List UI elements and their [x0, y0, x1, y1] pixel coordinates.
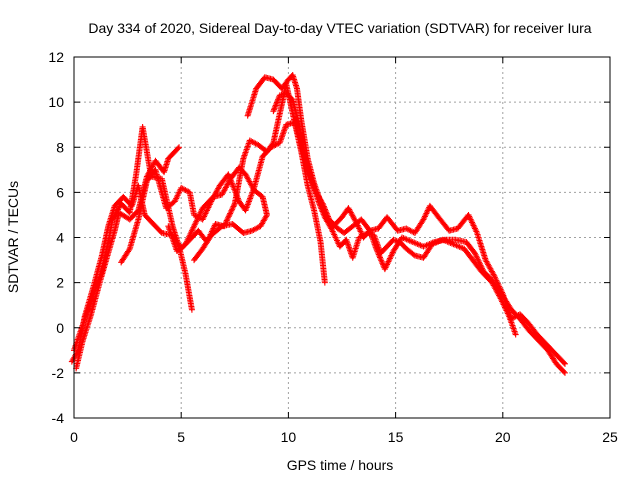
data-point-markers: [165, 164, 270, 264]
grid: [74, 57, 610, 418]
data-points: [68, 72, 568, 376]
y-tick-label: 4: [56, 230, 64, 246]
x-tick-label: 0: [70, 429, 78, 445]
axis-ticks: 0 5 10 15 20 25 -4 -2 0 2 4 6 8 10 12: [48, 49, 618, 445]
data-point-markers: [73, 144, 183, 372]
y-tick-label: -4: [52, 410, 65, 426]
y-tick-label: 8: [56, 139, 64, 155]
x-tick-label: 15: [388, 429, 404, 445]
series-track-4: [118, 119, 568, 376]
y-tick-label: 12: [48, 49, 64, 65]
y-tick-label: 0: [56, 320, 64, 336]
series-track-5: [165, 164, 270, 264]
x-tick-label: 25: [602, 429, 618, 445]
y-tick-label: 10: [48, 94, 64, 110]
y-tick-label: -2: [52, 365, 65, 381]
data-point-markers: [270, 90, 519, 338]
y-axis-label: SDTVAR / TECUs: [5, 181, 21, 293]
x-axis-label: GPS time / hours: [287, 457, 394, 473]
series-track-7: [270, 90, 519, 338]
data-point-markers: [118, 119, 568, 376]
series-track-3: [73, 144, 183, 372]
x-tick-label: 10: [281, 429, 297, 445]
x-tick-label: 5: [177, 429, 185, 445]
chart-title: Day 334 of 2020, Sidereal Day-to-day VTE…: [88, 20, 591, 36]
y-tick-label: 2: [56, 275, 64, 291]
x-tick-label: 20: [495, 429, 511, 445]
y-tick-label: 6: [56, 184, 64, 200]
